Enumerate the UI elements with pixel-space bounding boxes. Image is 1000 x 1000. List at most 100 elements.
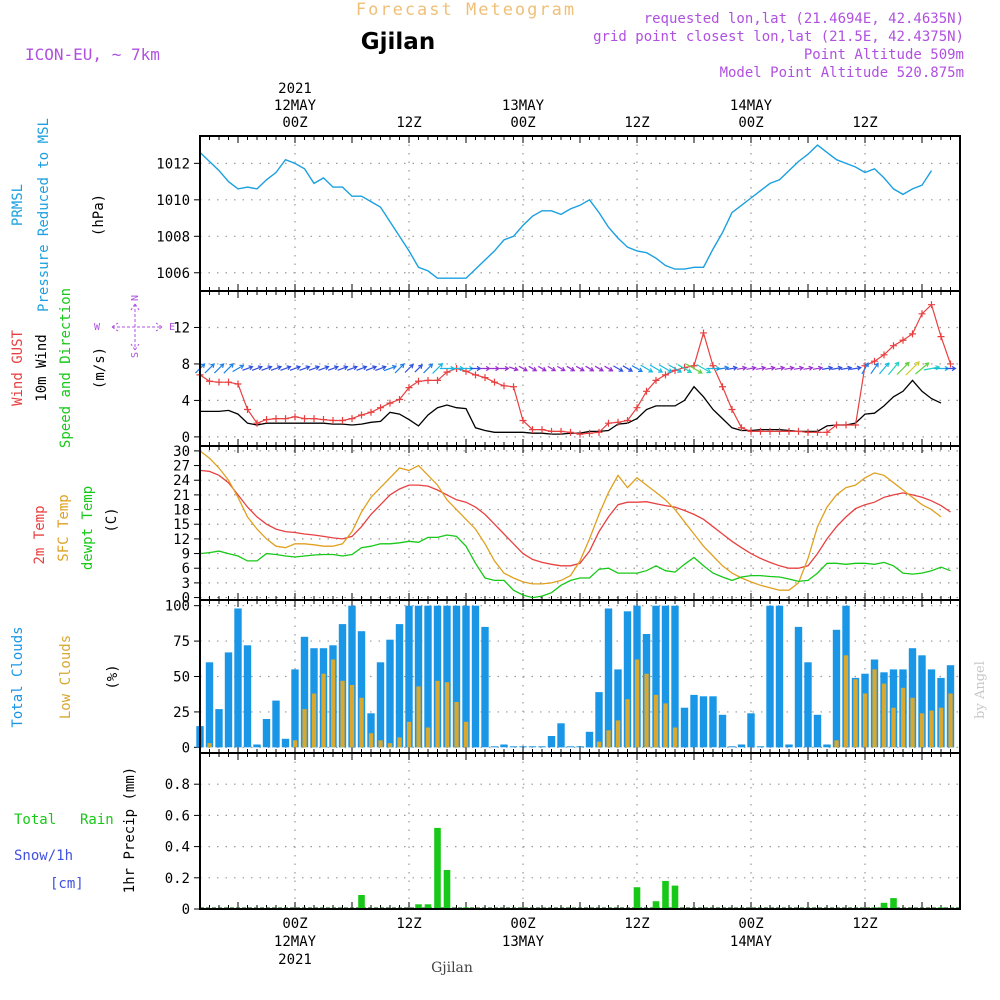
- gust-marker: [481, 374, 489, 382]
- temp-dew-label: dewpt Temp: [80, 486, 96, 570]
- gust-marker: [833, 421, 840, 429]
- rain-bar: [424, 904, 432, 909]
- low-cloud-bar: [615, 720, 621, 748]
- wind-arrow-icon: [755, 365, 767, 371]
- low-cloud-bar: [349, 685, 355, 748]
- total-cloud-bar: [566, 746, 575, 748]
- wind-arrow-icon: [232, 364, 245, 373]
- total-cloud-bar: [243, 645, 252, 748]
- low-cloud-bar: [425, 727, 431, 748]
- low-cloud-bar: [872, 669, 877, 748]
- clouds-panel: 0 25 50 75 100: [165, 599, 961, 756]
- wind-arrow-icon: [557, 365, 566, 372]
- low-cloud-bar: [444, 682, 450, 748]
- total-cloud-bar: [794, 626, 803, 748]
- low-cloud-bar: [416, 686, 421, 748]
- y-tick-label: 0: [182, 902, 190, 918]
- gust-marker: [728, 406, 736, 414]
- low-cloud-bar: [406, 721, 412, 748]
- y-tick-label: 1008: [156, 229, 190, 245]
- top-time-label: 12Z: [396, 115, 421, 131]
- total-cloud-bar: [452, 605, 461, 748]
- model-altitude: Model Point Altitude 520.875m: [720, 65, 964, 81]
- low-cloud-bar: [596, 741, 602, 748]
- wind-arrow-icon: [840, 365, 853, 371]
- bottom-time-label: 12Z: [624, 916, 649, 932]
- low-cloud-bar: [672, 727, 678, 748]
- total-cloud-bar: [291, 669, 299, 748]
- wind-arrow-icon: [945, 365, 957, 372]
- y-tick-label: 21: [173, 488, 190, 504]
- temp-2m-label: 2m Temp: [32, 505, 48, 564]
- cloud-total-label: Total Clouds: [10, 626, 26, 727]
- top-time-label: 14MAY: [730, 98, 773, 114]
- gust-marker: [329, 416, 337, 424]
- gust-marker: [519, 416, 527, 424]
- total-cloud-bar: [443, 605, 451, 748]
- total-cloud-bar: [538, 746, 546, 748]
- wind-arrow-icon: [356, 365, 368, 371]
- wind-arrow-icon: [736, 365, 748, 371]
- point-altitude: Point Altitude 509m: [804, 47, 964, 63]
- total-cloud-bar: [718, 714, 727, 748]
- wind-arrow-icon: [423, 363, 434, 374]
- wind-arrow-icon: [299, 365, 311, 371]
- total-cloud-bar: [623, 611, 632, 748]
- total-cloud-bar: [927, 669, 936, 748]
- gust-marker: [263, 416, 270, 424]
- y-tick-label: 50: [173, 670, 190, 686]
- gust-marker: [814, 428, 821, 436]
- wind-arrow-icon: [365, 365, 378, 371]
- wind-arrow-icon: [251, 365, 264, 371]
- low-cloud-bar: [207, 743, 212, 748]
- gust-marker: [320, 416, 327, 424]
- gust-marker: [225, 378, 232, 386]
- total-cloud-bar: [766, 605, 774, 748]
- total-cloud-bar: [424, 605, 432, 748]
- total-cloud-bar: [481, 626, 489, 748]
- temp-unit-label: (C): [104, 507, 120, 532]
- top-time-label: 00Z: [510, 115, 535, 131]
- wind-arrow-icon: [677, 364, 693, 373]
- total-cloud-bar: [234, 608, 242, 748]
- wind-arrow-icon: [915, 362, 930, 375]
- wind-arrow-icon: [727, 365, 738, 371]
- y-tick-label: 24: [173, 473, 190, 489]
- model-label: ICON-EU, ~ 7km: [25, 45, 160, 64]
- wind-arrow-icon: [566, 365, 576, 372]
- y-tick-label: 3: [182, 576, 190, 592]
- gust-marker: [776, 427, 783, 435]
- gust-marker: [614, 418, 622, 426]
- total-cloud-bar: [357, 631, 366, 748]
- gust-marker: [738, 424, 745, 432]
- wind-arrow-icon: [640, 364, 654, 373]
- bottom-time-label: 12Z: [852, 916, 877, 932]
- bottom-time-labels: 00Z 12MAY 2021 12Z 00Z 13MAY 12Z 00Z 14MAY 12Z: [274, 916, 878, 968]
- total-cloud-bar: [272, 700, 280, 748]
- wind-arrow-icon: [490, 365, 501, 372]
- total-cloud-bar: [547, 736, 556, 748]
- total-cloud-bar: [823, 744, 831, 748]
- wind-arrow-icon: [659, 364, 673, 373]
- y-tick-label: 25: [173, 705, 190, 721]
- total-cloud-bar: [576, 746, 584, 748]
- low-cloud-bar: [340, 680, 345, 748]
- top-time-label: 12Z: [624, 115, 649, 131]
- gust-marker: [253, 419, 261, 427]
- wind-arrow-icon: [879, 362, 890, 375]
- wind-arrow-icon: [280, 365, 292, 371]
- requested-coords: requested lon,lat (21.4694E, 42.4635N): [644, 11, 964, 27]
- wind-arrow-icon: [793, 365, 805, 371]
- y-tick-label: 1010: [156, 193, 190, 209]
- wind-10m-line: [200, 379, 942, 435]
- wind-arrow-icon: [308, 365, 321, 371]
- total-cloud-bar: [281, 738, 290, 748]
- wind-arrow-icon: [923, 365, 941, 371]
- wind-arrow-icon: [509, 366, 519, 372]
- wind-arrow-icon: [850, 365, 862, 371]
- y-tick-label: 18: [173, 503, 190, 519]
- y-tick-label: 0.2: [165, 871, 190, 887]
- wind-arrow-icon: [375, 365, 387, 371]
- gust-marker: [880, 351, 888, 359]
